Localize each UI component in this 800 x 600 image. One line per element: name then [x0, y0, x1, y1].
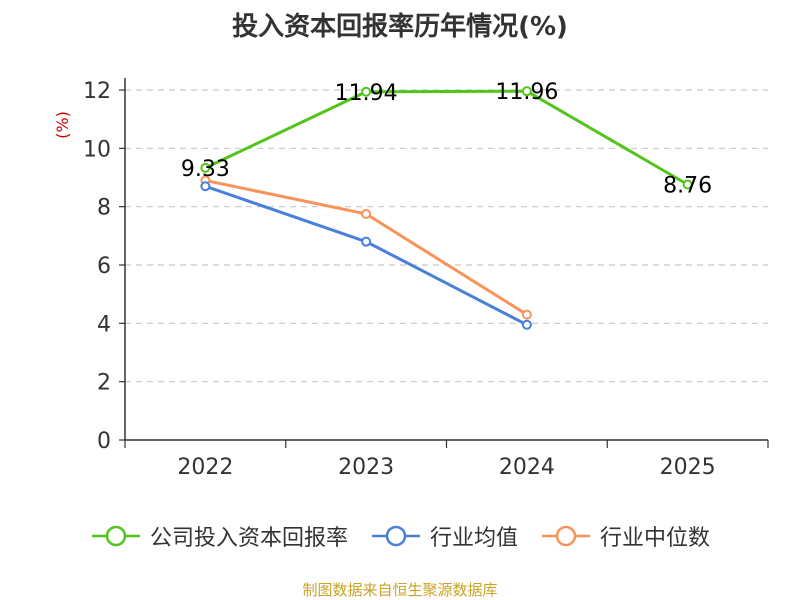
- data-labels: 9.33 11.94 11.96 8.76: [181, 80, 712, 198]
- legend-item-industry-mean[interactable]: 行业均值: [370, 520, 518, 552]
- series-line: [204, 89, 689, 186]
- y-tick-label: 2: [97, 371, 111, 396]
- legend-marker-icon: [542, 525, 590, 547]
- legend-marker-icon: [371, 525, 420, 547]
- y-tick-label: 10: [83, 137, 111, 162]
- series: [200, 86, 693, 330]
- data-point[interactable]: [521, 309, 532, 320]
- x-tick-label: 2024: [499, 455, 555, 480]
- chart-title: 投入资本回报率历年情况(%): [232, 12, 568, 42]
- data-point[interactable]: [521, 319, 532, 330]
- x-tick-label: 2022: [177, 455, 233, 480]
- data-label: 8.76: [663, 174, 712, 199]
- legend: 公司投入资本回报率 行业均值 行业中位数: [0, 518, 800, 554]
- data-point[interactable]: [682, 179, 693, 190]
- legend-label: 行业均值: [429, 526, 518, 551]
- data-label: 9.33: [181, 157, 230, 182]
- data-label: 11.94: [335, 81, 398, 106]
- y-tick-label: 0: [97, 429, 111, 454]
- y-tick-label: 8: [97, 196, 111, 221]
- legend-item-company[interactable]: 公司投入资本回报率: [90, 520, 348, 552]
- series-line: [205, 178, 528, 316]
- legend-label: 公司投入资本回报率: [149, 526, 348, 551]
- data-point[interactable]: [200, 181, 211, 192]
- y-tick-label: 4: [97, 312, 111, 337]
- y-tick-label: 6: [97, 254, 111, 279]
- data-point[interactable]: [200, 162, 211, 173]
- x-tick-label: 2025: [660, 455, 716, 480]
- data-point[interactable]: [361, 236, 372, 247]
- data-point[interactable]: [521, 86, 532, 97]
- axes: 0 2 4 6 8 10 12 2022 2023 2024 2025: [83, 78, 769, 480]
- gridlines: [125, 89, 768, 383]
- y-tick-label: 12: [83, 79, 111, 104]
- data-point[interactable]: [361, 86, 372, 97]
- x-tick-label: 2023: [338, 455, 394, 480]
- legend-label: 行业中位数: [600, 526, 711, 551]
- data-label: 11.96: [495, 80, 558, 105]
- y-axis-label: (%): [53, 111, 72, 139]
- legend-item-industry-median[interactable]: 行业中位数: [540, 520, 710, 552]
- source-note: 制图数据来自恒生聚源数据库: [302, 581, 498, 599]
- data-point[interactable]: [361, 208, 372, 219]
- legend-marker-icon: [91, 525, 140, 547]
